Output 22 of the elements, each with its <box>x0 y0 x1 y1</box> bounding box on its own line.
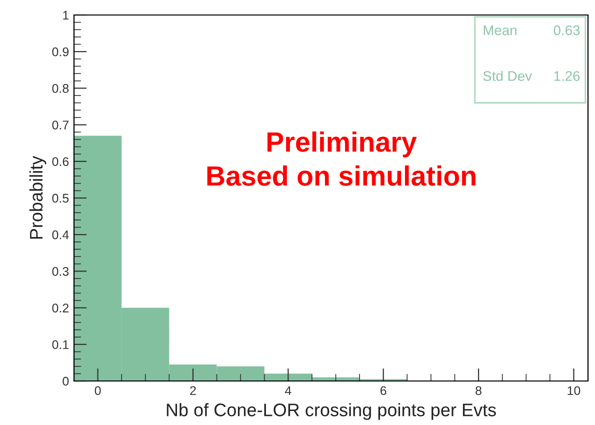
x-tick-label: 10 <box>568 386 580 396</box>
y-tick-label: 0.3 <box>52 267 69 276</box>
x-tick-label: 2 <box>190 386 196 395</box>
y-tick-label: 0.8 <box>52 84 69 93</box>
y-axis-title: Probability <box>29 156 46 239</box>
y-tick-label: 0.6 <box>52 157 69 166</box>
y-tick-label: 0.1 <box>52 340 69 350</box>
y-tick-label: 0.4 <box>52 230 69 240</box>
y-tick-label: 0.7 <box>52 120 69 130</box>
text: Std Dev 1.26 <box>483 70 580 81</box>
y-tick-label: 1 <box>63 10 69 20</box>
y-tick-label: 0.5 <box>52 194 69 203</box>
x-tick-label: 4 <box>284 386 292 395</box>
y-tick-label: 0.9 <box>52 47 69 56</box>
x-axis-title: Nb of Cone-LOR crossing points per Evts <box>166 403 496 420</box>
y-tick-label: 0 <box>62 376 69 386</box>
x-tick-label: 0 <box>94 386 101 396</box>
x-tick-label: 8 <box>476 386 482 396</box>
text: Mean 0.63 <box>484 25 580 36</box>
annotation: Preliminary Based on simulation <box>207 131 476 186</box>
x-tick-label: 6 <box>380 386 386 396</box>
y-tick-label: 0.2 <box>52 304 69 312</box>
